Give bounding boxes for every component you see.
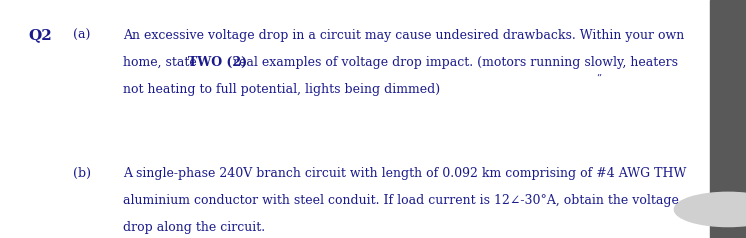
Text: TWO (2): TWO (2): [188, 56, 247, 69]
Text: An excessive voltage drop in a circuit may cause undesired drawbacks. Within you: An excessive voltage drop in a circuit m…: [123, 29, 684, 42]
Text: A single-phase 240V branch circuit with length of 0.092 km comprising of #4 AWG : A single-phase 240V branch circuit with …: [123, 167, 686, 180]
Text: real examples of voltage drop impact. (motors running slowly, heaters: real examples of voltage drop impact. (m…: [229, 56, 678, 69]
Text: (b): (b): [73, 167, 91, 180]
Text: not heating to full potential, lights being dimmed): not heating to full potential, lights be…: [123, 83, 440, 96]
Text: drop along the circuit.: drop along the circuit.: [123, 221, 266, 234]
Text: Q2: Q2: [28, 29, 52, 43]
Circle shape: [674, 192, 746, 227]
Text: home, state: home, state: [123, 56, 201, 69]
Text: (a): (a): [73, 29, 90, 42]
Bar: [710, 0, 746, 238]
Text: ’’: ’’: [597, 74, 603, 83]
Text: aluminium conductor with steel conduit. If load current is 12∠-30°A, obtain the : aluminium conductor with steel conduit. …: [123, 194, 679, 207]
